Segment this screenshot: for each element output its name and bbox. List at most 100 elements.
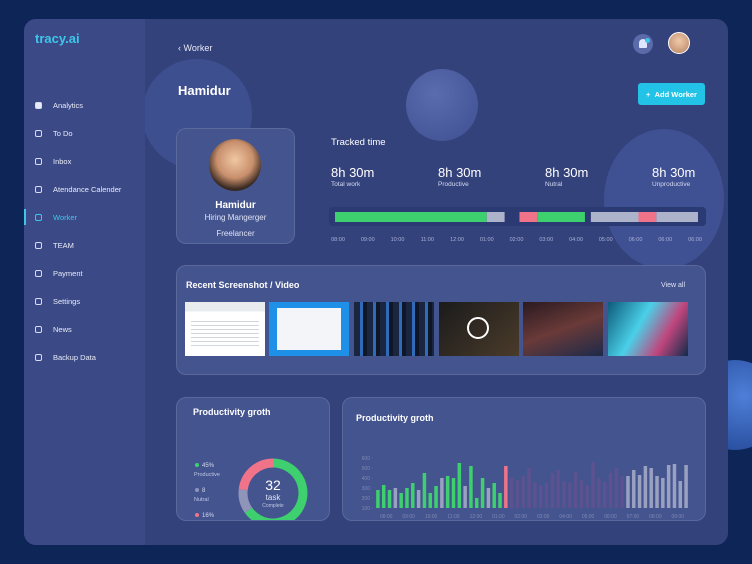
thumbnail[interactable] xyxy=(439,302,519,356)
x-tick-label: 02:00 xyxy=(515,514,528,520)
nav-label: Settings xyxy=(53,296,81,306)
decor-circle xyxy=(604,129,724,269)
x-tick-label: 11:00 xyxy=(447,514,459,520)
stat: 8h 30m Nutral xyxy=(545,165,588,188)
bar xyxy=(556,470,560,508)
thumbnail[interactable] xyxy=(523,302,603,356)
bar-chart: 100 200 300 400 500 600 08:00 09:00 10:00 11:00 12… xyxy=(362,456,688,520)
legend-dot xyxy=(195,488,199,492)
nav-item[interactable]: Backup Data xyxy=(24,349,145,365)
bar xyxy=(521,476,526,508)
stat: 8h 30m Total work xyxy=(331,165,374,188)
bar-title: Productivity groth xyxy=(356,413,434,423)
thumb-detail xyxy=(277,308,341,350)
time-tick-label: 09:00 xyxy=(361,237,375,243)
nav-label: Atendance Calender xyxy=(53,184,122,194)
bar xyxy=(614,468,619,508)
time-segment xyxy=(519,212,538,222)
bar xyxy=(655,476,659,508)
bar xyxy=(579,480,584,508)
x-tick-label: 08:00 xyxy=(380,514,393,520)
nav-item[interactable]: Worker xyxy=(24,209,145,225)
thumbnail[interactable] xyxy=(608,302,688,356)
x-tick-label: 01:00 xyxy=(492,514,505,520)
play-icon xyxy=(467,317,489,339)
bar xyxy=(463,486,467,508)
bar xyxy=(643,466,648,508)
thumb-detail xyxy=(191,318,259,348)
legend-value: 45% xyxy=(202,463,215,469)
profile-photo xyxy=(209,139,261,191)
bar xyxy=(533,482,537,508)
bar xyxy=(445,476,450,508)
nav-icon xyxy=(35,213,42,221)
bar xyxy=(405,488,409,508)
nav-label: Inbox xyxy=(53,156,72,166)
bar xyxy=(573,472,578,508)
bar xyxy=(649,468,653,508)
bar xyxy=(428,493,432,508)
stat-label: Productive xyxy=(438,181,469,188)
breadcrumb[interactable]: ‹ Worker xyxy=(178,43,213,53)
time-tick-label: 06:00 xyxy=(629,237,643,243)
badge xyxy=(645,38,650,43)
x-tick-label: 08:00 xyxy=(649,514,662,520)
time-tick-label: 04:00 xyxy=(569,237,583,243)
donut-segment xyxy=(238,489,253,513)
bar xyxy=(678,481,683,508)
profile-card: Hamidur Hiring Mangerger Freelancer xyxy=(176,128,295,244)
stat: 8h 30m Productive xyxy=(438,165,481,188)
nav-item[interactable]: Atendance Calender xyxy=(24,181,145,197)
thumbnail[interactable] xyxy=(354,302,434,356)
time-tick-label: 05:00 xyxy=(599,237,613,243)
view-all-link[interactable]: View all xyxy=(661,282,685,289)
app-window: tracy.ai Analytics To Do Inbox Atendance Ca… xyxy=(24,19,728,545)
legend-value: 8 xyxy=(202,488,206,494)
nav-item[interactable]: Settings xyxy=(24,293,145,309)
bar xyxy=(387,490,392,508)
legend-name: Productive xyxy=(194,472,220,478)
bar xyxy=(632,470,636,508)
bar xyxy=(475,498,479,508)
bar xyxy=(661,478,665,508)
button-label: Add Worker xyxy=(654,89,697,99)
breadcrumb-text: Worker xyxy=(183,43,213,53)
time-tick-label: 06:00 xyxy=(688,237,702,243)
user-avatar[interactable] xyxy=(668,32,690,54)
stat: 8h 30m Unproductive xyxy=(652,165,695,188)
nav-icon xyxy=(35,185,42,193)
nav-item[interactable]: News xyxy=(24,321,145,337)
nav-icon xyxy=(35,325,42,333)
time-segment xyxy=(537,212,585,222)
thumbnail[interactable] xyxy=(185,302,265,356)
add-worker-button[interactable]: + Add Worker xyxy=(638,83,705,105)
nav-icon xyxy=(35,129,42,137)
bar xyxy=(416,490,421,508)
notification-button[interactable] xyxy=(633,34,653,54)
center-label: Complete xyxy=(262,503,284,509)
nav-item[interactable]: TEAM xyxy=(24,237,145,253)
profile-name: Hamidur xyxy=(215,200,256,211)
x-tick-label: 05:00 xyxy=(582,514,595,520)
page-title: Hamidur xyxy=(178,83,231,98)
y-tick-label: 500 xyxy=(362,466,371,472)
nav-label: Analytics xyxy=(53,100,84,110)
thumbnail[interactable] xyxy=(269,302,349,356)
nav-label: To Do xyxy=(53,128,73,138)
nav-icon xyxy=(35,269,42,277)
profile-role: Hiring Mangerger xyxy=(204,213,267,222)
brand: tracy.ai xyxy=(35,31,80,46)
bar xyxy=(550,473,555,508)
nav-item[interactable]: Inbox xyxy=(24,153,145,169)
x-tick-label: 07:00 xyxy=(627,514,640,520)
nav-icon xyxy=(35,101,42,109)
nav-item[interactable]: Payment xyxy=(24,265,145,281)
nav-item[interactable]: To Do xyxy=(24,125,145,141)
x-tick-label: 04:00 xyxy=(559,514,572,520)
time-tick-label: 08:00 xyxy=(331,237,345,243)
screenshots-card: Recent Screenshot / Video View all xyxy=(176,265,706,375)
nav-label: Worker xyxy=(53,212,78,222)
bar xyxy=(509,478,514,508)
nav-item[interactable]: Analytics xyxy=(24,97,145,113)
